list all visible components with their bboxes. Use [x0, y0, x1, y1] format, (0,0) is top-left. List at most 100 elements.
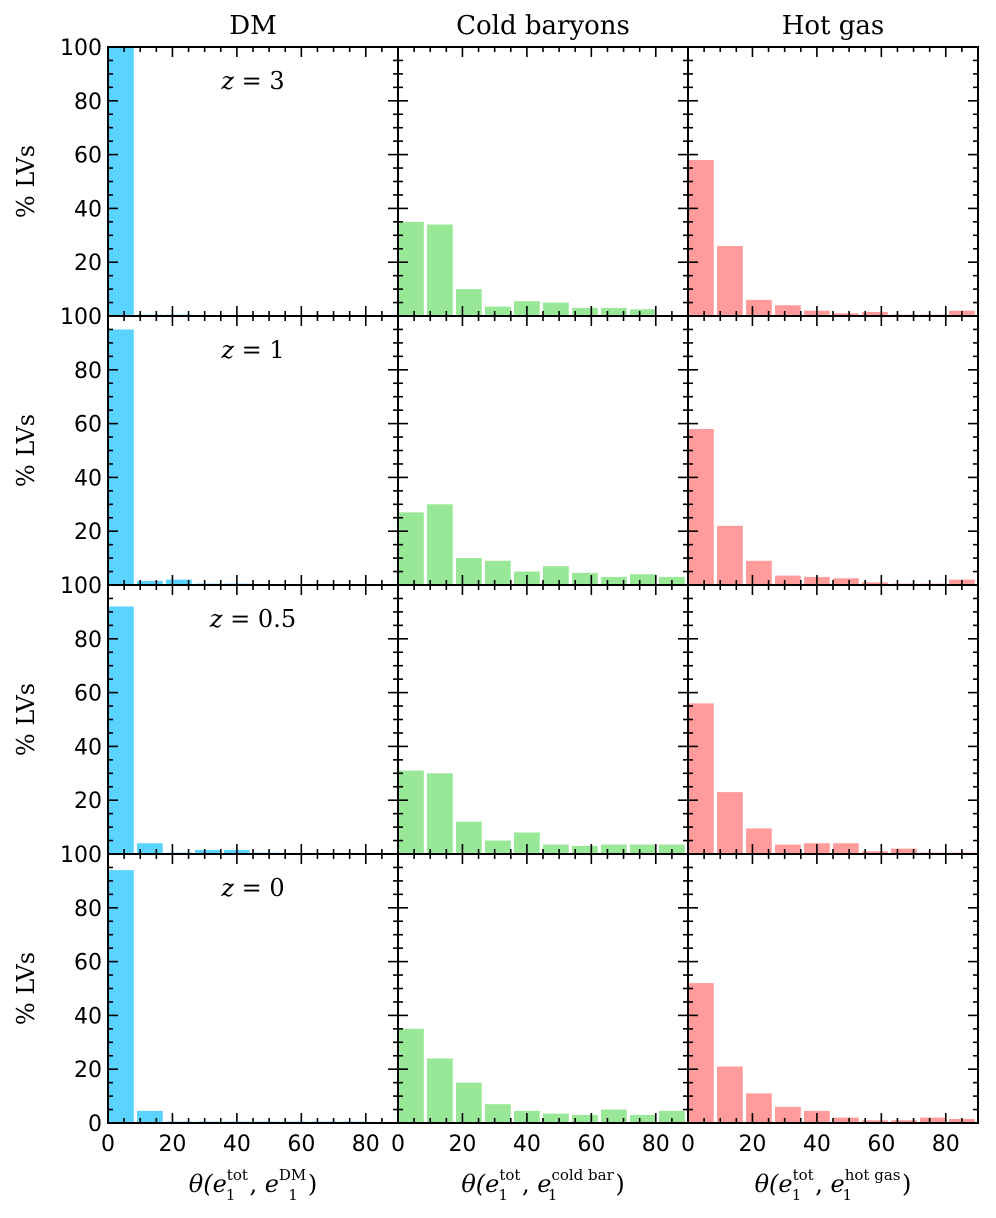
column-title-0: DM	[229, 11, 276, 41]
xtick-label: 40	[803, 1132, 831, 1157]
ytick-label: 100	[60, 305, 102, 330]
y-axis-label-1: % LVs	[12, 414, 40, 487]
bar-r2-c1-b7	[601, 844, 627, 854]
redshift-label-0: z = 3	[220, 67, 284, 95]
panel-r3-c1	[397, 853, 689, 1124]
bar-r2-c0-b1	[137, 843, 163, 854]
bar-r3-c1-b5	[543, 1113, 569, 1123]
bar-r2-c2-b6	[862, 851, 888, 854]
bar-r2-c1-b6	[572, 845, 598, 854]
bar-r2-c1-b8	[630, 844, 656, 854]
redshift-label-2: z = 0.5	[209, 605, 296, 633]
bar-r3-c1-b2	[456, 1082, 482, 1123]
bar-r1-c1-b8	[630, 574, 656, 585]
ytick-label: 40	[74, 735, 102, 760]
bar-r2-c0-b0	[108, 606, 134, 854]
bar-r2-c1-b0	[398, 770, 424, 854]
ytick-label: 80	[74, 90, 102, 115]
bar-r0-c1-b0	[398, 221, 424, 316]
panel-r3-c0: z = 0	[107, 853, 399, 1124]
bar-r1-c0-b0	[108, 329, 134, 585]
bar-r3-c2-b1	[717, 1066, 743, 1123]
bar-r2-c1-b1	[427, 773, 453, 854]
xtick-label: 40	[223, 1132, 251, 1157]
xtick-label: 60	[867, 1132, 895, 1157]
bar-r3-c2-b0	[688, 983, 714, 1123]
xtick-label: 20	[738, 1132, 766, 1157]
bar-r2-c2-b7	[891, 848, 917, 854]
ytick-label: 100	[60, 574, 102, 599]
ytick-label: 80	[74, 628, 102, 653]
bar-r1-c1-b0	[398, 512, 424, 585]
bar-r3-c1-b8	[630, 1114, 656, 1123]
panel-r0-c1	[397, 46, 689, 317]
bar-r3-c2-b5	[833, 1117, 859, 1123]
ytick-label: 20	[74, 520, 102, 545]
panel-r3-c2	[687, 853, 979, 1124]
xtick-label: 60	[287, 1132, 315, 1157]
bar-r2-c1-b5	[543, 844, 569, 854]
panel-r0-c0: z = 3	[107, 46, 399, 317]
ytick-label: 100	[60, 843, 102, 868]
bar-r2-c0-b3	[195, 849, 221, 854]
ytick-label: 40	[74, 1004, 102, 1029]
ytick-label: 80	[74, 897, 102, 922]
ytick-label: 0	[88, 1112, 102, 1137]
column-title-1: Cold baryons	[456, 11, 630, 41]
redshift-label-1: z = 1	[220, 336, 284, 364]
bar-r3-c2-b8	[920, 1117, 946, 1123]
ytick-label: 60	[74, 144, 102, 169]
y-axis-label-2: % LVs	[12, 683, 40, 756]
bar-r1-c1-b1	[427, 504, 453, 585]
column-title-2: Hot gas	[782, 11, 885, 41]
bar-r1-c1-b2	[456, 558, 482, 585]
xtick-label: 20	[448, 1132, 476, 1157]
y-axis-label-3: % LVs	[12, 952, 40, 1025]
y-axis-label-0: % LVs	[12, 145, 40, 218]
xtick-label: 60	[577, 1132, 605, 1157]
xtick-label: 20	[158, 1132, 186, 1157]
bar-r1-c1-b5	[543, 566, 569, 585]
panel-r1-c2	[687, 315, 979, 586]
xtick-label: 0	[391, 1132, 405, 1157]
bar-r0-c2-b0	[688, 159, 714, 316]
bar-r0-c1-b5	[543, 302, 569, 316]
bar-r1-c2-b0	[688, 428, 714, 585]
ytick-label: 20	[74, 1058, 102, 1083]
bar-r1-c2-b5	[833, 578, 859, 585]
redshift-label-3: z = 0	[220, 874, 284, 902]
panel-frame	[687, 853, 979, 1124]
bar-r0-c1-b8	[630, 309, 656, 316]
bar-r1-c2-b1	[717, 525, 743, 585]
bar-r0-c1-b6	[572, 307, 598, 316]
bar-r1-c1-b7	[601, 576, 627, 585]
bar-r2-c2-b1	[717, 792, 743, 854]
bar-r2-c1-b4	[514, 832, 540, 854]
bar-r3-c1-b9	[659, 1110, 685, 1123]
bar-r3-c1-b0	[398, 1028, 424, 1123]
bar-r0-c1-b1	[427, 224, 453, 316]
bar-r0-c2-b1	[717, 246, 743, 316]
panel-r2-c2	[687, 584, 979, 855]
ytick-label: 60	[74, 682, 102, 707]
bar-r3-c1-b3	[485, 1104, 511, 1123]
bar-r1-c0-b2	[166, 579, 192, 585]
bar-r0-c1-b7	[601, 307, 627, 316]
bar-r0-c1-b3	[485, 306, 511, 316]
xtick-label: 80	[352, 1132, 380, 1157]
bar-r3-c2-b6	[862, 1120, 888, 1123]
ytick-label: 20	[74, 251, 102, 276]
panel-r2-c1	[397, 584, 689, 855]
bar-r1-c2-b6	[862, 582, 888, 585]
bar-r0-c2-b5	[833, 313, 859, 316]
ytick-label: 20	[74, 789, 102, 814]
x-axis-label-0: θ(etot 1, eDM 1)	[189, 1166, 317, 1204]
xtick-label: 80	[932, 1132, 960, 1157]
panel-r1-c1	[397, 315, 689, 586]
bar-r2-c2-b5	[833, 843, 859, 854]
bar-r1-c2-b2	[746, 560, 772, 585]
ytick-label: 60	[74, 951, 102, 976]
bar-r3-c1-b1	[427, 1058, 453, 1123]
xtick-label: 0	[101, 1132, 115, 1157]
